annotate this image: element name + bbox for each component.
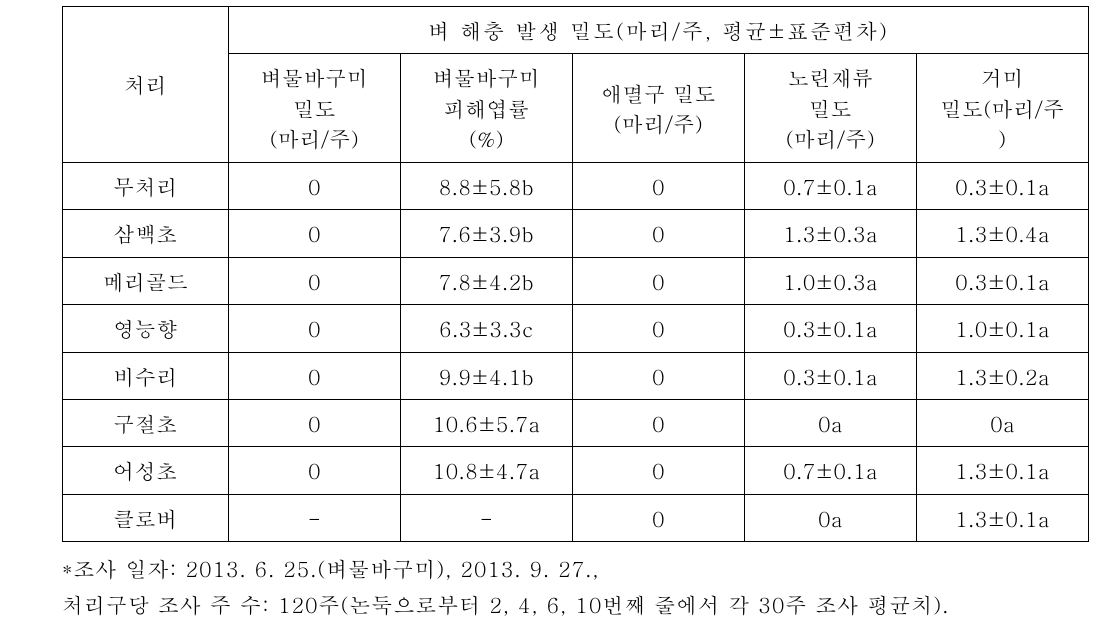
table-cell: 0 [229, 162, 401, 209]
table-cell: 8.8±5.8b [401, 162, 573, 209]
table-cell: 0 [229, 210, 401, 257]
column-header: 거미밀도(마리/주) [917, 54, 1089, 162]
row-label: 삼백초 [63, 210, 229, 257]
table-cell: 0.3±0.1a [917, 257, 1089, 304]
table-cell: 10.8±4.7a [401, 447, 573, 494]
row-header-label: 처리 [63, 7, 229, 163]
table-cell: 0 [573, 399, 745, 446]
table-cell: 1.3±0.1a [917, 494, 1089, 541]
table-cell: 9.9±4.1b [401, 352, 573, 399]
table-cell: 1.3±0.3a [745, 210, 917, 257]
table-cell: 0a [745, 399, 917, 446]
row-label: 클로버 [63, 494, 229, 541]
table-row: 비수리09.9±4.1b00.3±0.1a1.3±0.2a [63, 352, 1089, 399]
column-header: 노린재류밀도(마리/주) [745, 54, 917, 162]
table-cell: 1.0±0.1a [917, 305, 1089, 352]
row-label: 어성초 [63, 447, 229, 494]
table-row: 영능향06.3±3.3c00.3±0.1a1.0±0.1a [63, 305, 1089, 352]
pest-density-table: 처리 벼 해충 발생 밀도(마리/주, 평균±표준편차) 벼물바구미밀도(마리/… [62, 6, 1089, 542]
footnote-line: *조사 일자: 2013. 6. 25.(벼물바구미), 2013. 9. 27… [62, 552, 1089, 586]
table-cell: 1.3±0.1a [917, 447, 1089, 494]
table-cell: 0 [573, 210, 745, 257]
table-cell: 7.6±3.9b [401, 210, 573, 257]
row-label: 구절초 [63, 399, 229, 446]
table-row: 삼백초07.6±3.9b01.3±0.3a1.3±0.4a [63, 210, 1089, 257]
row-label: 메리골드 [63, 257, 229, 304]
table-cell: 10.6±5.7a [401, 399, 573, 446]
table-cell: 0.3±0.1a [917, 162, 1089, 209]
table-cell: 0 [573, 257, 745, 304]
table-row: 클로버--00a1.3±0.1a [63, 494, 1089, 541]
table-cell: 1.0±0.3a [745, 257, 917, 304]
table-cell: 1.3±0.4a [917, 210, 1089, 257]
row-label: 영능향 [63, 305, 229, 352]
table-cell: 0.7±0.1a [745, 162, 917, 209]
table-cell: 0a [917, 399, 1089, 446]
table-cell: 0 [229, 257, 401, 304]
row-label: 무처리 [63, 162, 229, 209]
table-cell: 0 [573, 447, 745, 494]
table-cell: 0 [573, 162, 745, 209]
table-cell: - [401, 494, 573, 541]
footnote-line: 처리구당 조사 주 수: 120주(논둑으로부터 2, 4, 6, 10번째 줄… [62, 588, 1089, 622]
table-cell: 7.8±4.2b [401, 257, 573, 304]
table-cell: 0.7±0.1a [745, 447, 917, 494]
table-cell: 0.3±0.1a [745, 352, 917, 399]
table-cell: 0 [573, 494, 745, 541]
span-header: 벼 해충 발생 밀도(마리/주, 평균±표준편차) [229, 7, 1089, 54]
table-cell: 0 [229, 352, 401, 399]
column-header: 애멸구 밀도(마리/주) [573, 54, 745, 162]
column-header: 벼물바구미피해엽률(%) [401, 54, 573, 162]
table-cell: 0 [573, 352, 745, 399]
table-row: 어성초010.8±4.7a00.7±0.1a1.3±0.1a [63, 447, 1089, 494]
row-label: 비수리 [63, 352, 229, 399]
table-cell: - [229, 494, 401, 541]
table-cell: 1.3±0.2a [917, 352, 1089, 399]
table-cell: 0 [229, 305, 401, 352]
table-cell: 6.3±3.3c [401, 305, 573, 352]
column-header: 벼물바구미밀도(마리/주) [229, 54, 401, 162]
table-row: 무처리08.8±5.8b00.7±0.1a0.3±0.1a [63, 162, 1089, 209]
page-wrapper: 처리 벼 해충 발생 밀도(마리/주, 평균±표준편차) 벼물바구미밀도(마리/… [0, 0, 1111, 635]
table-cell: 0 [573, 305, 745, 352]
table-cell: 0a [745, 494, 917, 541]
table-cell: 0 [229, 399, 401, 446]
table-cell: 0.3±0.1a [745, 305, 917, 352]
table-row: 구절초010.6±5.7a00a0a [63, 399, 1089, 446]
table-row: 메리골드07.8±4.2b01.0±0.3a0.3±0.1a [63, 257, 1089, 304]
footnotes-block: *조사 일자: 2013. 6. 25.(벼물바구미), 2013. 9. 27… [62, 552, 1089, 621]
table-cell: 0 [229, 447, 401, 494]
